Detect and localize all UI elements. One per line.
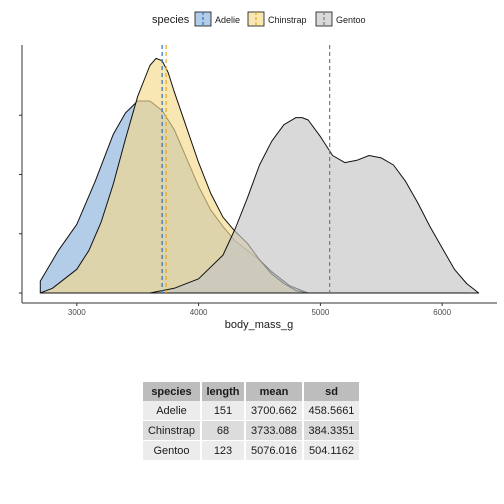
- table-row: Gentoo 123 5076.016 504.1162: [143, 440, 359, 460]
- table-cell: Gentoo: [143, 440, 202, 460]
- summary-table: species length mean sd Adelie 151 3700.6…: [143, 382, 359, 460]
- table-header-row: species length mean sd: [143, 382, 359, 401]
- table-header: mean: [245, 382, 304, 401]
- table-cell: 384.3351: [303, 420, 359, 441]
- table-cell: 3700.662: [245, 401, 304, 421]
- table-cell: 68: [201, 420, 246, 441]
- legend-label-adelie: Adelie: [215, 15, 240, 25]
- table-cell: 5076.016: [245, 440, 304, 460]
- x-tick-label: 6000: [433, 308, 451, 317]
- x-tick-label: 3000: [68, 308, 86, 317]
- table-cell: 504.1162: [303, 440, 359, 460]
- legend-label-gentoo: Gentoo: [336, 15, 366, 25]
- table-cell: Chinstrap: [143, 420, 202, 441]
- axes: body_mass_g 3000 4000 5000 6000: [19, 45, 497, 331]
- density-areas: [39, 57, 480, 294]
- legend: species Adelie Chinstrap Gentoo: [152, 11, 366, 27]
- x-axis-title: body_mass_g: [225, 319, 294, 331]
- table-cell: 458.5661: [303, 401, 359, 421]
- legend-title: species: [152, 14, 190, 26]
- table-cell: 151: [201, 401, 246, 421]
- table-row: Adelie 151 3700.662 458.5661: [143, 401, 359, 421]
- table-header: sd: [303, 382, 359, 401]
- x-tick-label: 4000: [190, 308, 208, 317]
- density-area-gentoo: [149, 117, 480, 294]
- x-tick-label: 5000: [311, 308, 329, 317]
- table-cell: 3733.088: [245, 420, 304, 441]
- mean-lines: [161, 45, 331, 293]
- table-header: length: [201, 382, 246, 401]
- table-cell: Adelie: [143, 401, 202, 421]
- legend-label-chinstrap: Chinstrap: [268, 15, 307, 25]
- table-header: species: [143, 382, 202, 401]
- table-cell: 123: [201, 440, 246, 460]
- table-row: Chinstrap 68 3733.088 384.3351: [143, 420, 359, 441]
